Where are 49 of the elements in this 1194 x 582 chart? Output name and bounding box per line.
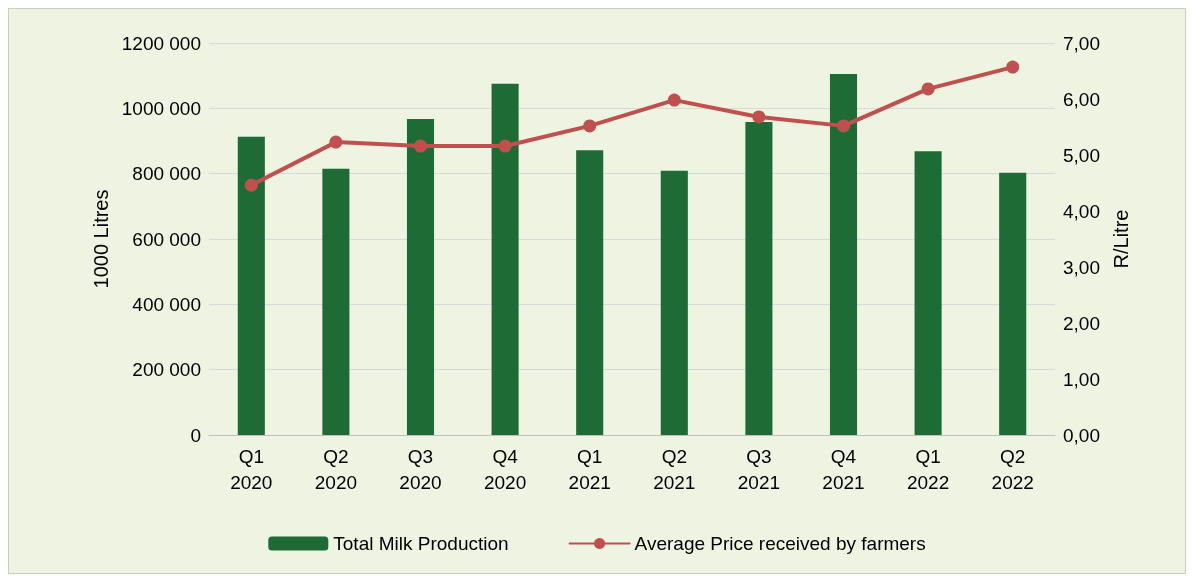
bar <box>745 122 773 435</box>
x-tick-label: Q4 2020 <box>483 445 527 493</box>
y-tick-label: 400 000 <box>132 293 201 315</box>
y2-tick-label: 7,00 <box>1063 32 1100 54</box>
point <box>837 119 850 133</box>
y2-axis-title: R/Litre <box>1109 209 1132 269</box>
y2-tick-label: 1,00 <box>1063 368 1100 390</box>
x-tick-label: Q2 2020 <box>314 445 358 493</box>
point <box>498 139 512 153</box>
x-tick-label: Q2 2021 <box>653 445 696 493</box>
y-tick-label: 1000 000 <box>121 97 201 119</box>
bar <box>322 168 350 435</box>
point <box>921 82 935 96</box>
y2-tick-label: 3,00 <box>1063 256 1100 278</box>
x-tick-label: Q4 2021 <box>822 445 865 493</box>
x-tick-label: Q2 2022 <box>991 445 1034 493</box>
y2-tick-label: 6,00 <box>1063 88 1100 110</box>
bar <box>576 150 604 435</box>
bar <box>406 119 435 435</box>
y2-tick-label: 2,00 <box>1063 312 1100 334</box>
point <box>667 93 681 107</box>
x-tick-label: Q1 2021 <box>568 445 611 493</box>
point <box>329 135 343 149</box>
x-tick-label: Q1 2022 <box>906 445 950 493</box>
y-tick-label: 800 000 <box>132 163 201 185</box>
x-tick-label: Q3 2021 <box>737 445 781 493</box>
bar <box>914 151 942 435</box>
legend-label: Total Milk Production <box>333 533 509 554</box>
point <box>244 178 258 192</box>
y-axis-title: 1000 Litres <box>89 189 112 289</box>
y2-tick-label: 4,00 <box>1063 200 1100 222</box>
point <box>1006 60 1020 74</box>
bar <box>999 172 1027 435</box>
y-tick-label: 600 000 <box>132 228 201 250</box>
bar <box>829 74 858 435</box>
y2-tick-label: 0,00 <box>1063 424 1100 446</box>
point <box>583 119 597 133</box>
point <box>414 139 427 153</box>
point <box>752 110 766 124</box>
y-tick-label: 1200 000 <box>121 32 201 54</box>
legend-label: Average Price received by farmers <box>634 533 926 554</box>
y2-tick-label: 5,00 <box>1063 144 1100 166</box>
x-tick-label: Q1 2020 <box>230 445 273 493</box>
bar <box>491 83 519 435</box>
x-tick-label: Q3 2020 <box>399 445 442 493</box>
y-tick-label: 200 000 <box>132 359 201 381</box>
bar <box>237 136 265 435</box>
y-tick-label: 0 <box>190 424 201 446</box>
bar <box>660 170 688 435</box>
